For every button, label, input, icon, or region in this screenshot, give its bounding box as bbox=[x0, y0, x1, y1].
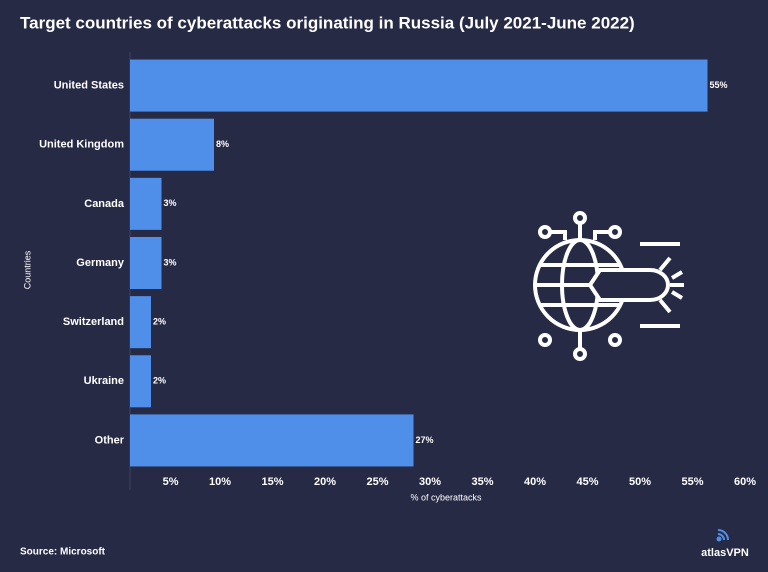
x-tick-label: 15% bbox=[261, 476, 283, 488]
y-tick-label: Canada bbox=[84, 198, 125, 210]
x-tick-label: 45% bbox=[576, 476, 598, 488]
bar bbox=[130, 59, 708, 112]
y-tick-label: Other bbox=[95, 434, 125, 446]
y-tick-label: United States bbox=[54, 79, 124, 91]
bar bbox=[130, 118, 214, 171]
x-tick-label: 50% bbox=[629, 476, 651, 488]
y-tick-label: Ukraine bbox=[84, 375, 124, 387]
brand: atlasVPN bbox=[701, 547, 749, 559]
bar bbox=[130, 296, 151, 349]
x-tick-label: 60% bbox=[734, 476, 756, 488]
x-tick-label: 5% bbox=[163, 476, 179, 488]
chart-title: Target countries of cyberattacks origina… bbox=[20, 13, 635, 32]
y-tick-label: United Kingdom bbox=[39, 139, 124, 151]
x-tick-label: 40% bbox=[524, 476, 546, 488]
bar bbox=[130, 355, 151, 408]
bar bbox=[130, 236, 162, 290]
brand-logo bbox=[716, 529, 729, 542]
y-axis-label: Countries bbox=[22, 250, 32, 289]
cyber-icon bbox=[533, 211, 684, 361]
x-tick-label: 10% bbox=[209, 476, 231, 488]
y-tick-label: Germany bbox=[76, 257, 125, 269]
x-tick-label: 30% bbox=[419, 476, 441, 488]
bar bbox=[130, 414, 414, 467]
x-axis-label: % of cyberattacks bbox=[410, 492, 482, 502]
value-label: 2% bbox=[153, 317, 166, 327]
value-label: 55% bbox=[710, 80, 728, 90]
value-label: 3% bbox=[164, 198, 177, 208]
value-label: 2% bbox=[153, 376, 166, 386]
value-label: 27% bbox=[416, 435, 434, 445]
bar bbox=[130, 177, 162, 230]
source: Source: Microsoft bbox=[20, 547, 106, 558]
x-tick-label: 25% bbox=[366, 476, 388, 488]
x-tick-label: 35% bbox=[471, 476, 493, 488]
x-tick-label: 55% bbox=[681, 476, 703, 488]
y-tick-label: Switzerland bbox=[63, 316, 124, 328]
value-label: 3% bbox=[164, 257, 177, 267]
x-tick-label: 20% bbox=[314, 476, 336, 488]
value-label: 8% bbox=[216, 139, 229, 149]
